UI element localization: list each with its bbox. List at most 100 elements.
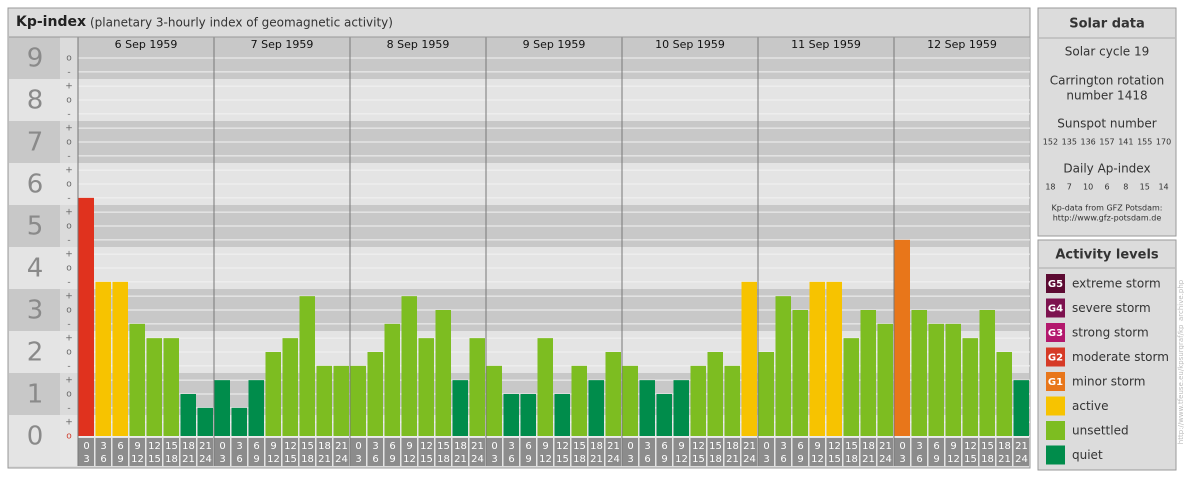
hour-start: 21 <box>743 441 756 452</box>
minor-tick-label: o <box>66 96 72 106</box>
hour-start: 21 <box>607 441 620 452</box>
sunspot-value: 141 <box>1118 138 1133 147</box>
legend-badge: G2 <box>1048 353 1063 364</box>
hour-cell <box>571 438 587 466</box>
legend-swatch <box>1046 445 1065 465</box>
minor-tick-label: o <box>66 138 72 148</box>
minor-tick-label: o <box>66 264 72 274</box>
hour-cell <box>758 438 774 466</box>
hour-cell <box>877 438 893 466</box>
legend-swatch <box>1046 323 1065 342</box>
minor-tick-label: o <box>66 432 72 442</box>
hour-cell <box>248 438 264 466</box>
bar <box>860 310 876 436</box>
day-label: 10 Sep 1959 <box>655 38 725 51</box>
sunspot-value: 135 <box>1062 138 1077 147</box>
bar <box>792 310 808 436</box>
y-tick-label: 5 <box>27 212 44 242</box>
hour-cell <box>129 438 145 466</box>
hour-cell <box>418 438 434 466</box>
hour-end: 6 <box>372 454 378 465</box>
hour-start: 6 <box>525 441 531 452</box>
hour-start: 3 <box>644 441 650 452</box>
ap-title: Daily Ap-index <box>1063 162 1150 176</box>
hour-end: 24 <box>879 454 892 465</box>
hour-start: 9 <box>950 441 956 452</box>
bar <box>690 365 706 436</box>
hour-start: 12 <box>692 441 705 452</box>
day-label: 11 Sep 1959 <box>791 38 861 51</box>
bar <box>299 296 315 436</box>
bar <box>571 365 587 436</box>
bar <box>605 352 621 436</box>
hour-start: 9 <box>270 441 276 452</box>
hour-cell <box>792 438 808 466</box>
minor-tick-label: - <box>67 235 70 245</box>
bar <box>231 407 247 436</box>
sunspot-value: 155 <box>1137 138 1152 147</box>
minor-tick-label: - <box>67 109 70 119</box>
hour-cell <box>452 438 468 466</box>
bar <box>503 394 519 436</box>
hour-end: 6 <box>100 454 106 465</box>
bar <box>435 310 451 436</box>
bar <box>673 380 689 436</box>
hour-cell <box>78 438 94 466</box>
hour-start: 12 <box>148 441 161 452</box>
hour-start: 9 <box>814 441 820 452</box>
hour-start: 3 <box>372 441 378 452</box>
hour-start: 21 <box>879 441 892 452</box>
ap-value: 10 <box>1083 183 1093 192</box>
hour-cell <box>894 438 910 466</box>
hour-start: 18 <box>998 441 1011 452</box>
sunspot-value: 152 <box>1043 138 1058 147</box>
hour-cell <box>112 438 128 466</box>
hour-cell <box>520 438 536 466</box>
hour-end: 6 <box>916 454 922 465</box>
hour-start: 6 <box>797 441 803 452</box>
bar <box>724 365 740 436</box>
hour-cell <box>962 438 978 466</box>
hour-end: 12 <box>403 454 416 465</box>
hour-end: 18 <box>709 454 722 465</box>
chart-title: Kp-index <box>16 14 86 30</box>
hour-cell <box>333 438 349 466</box>
hour-end: 15 <box>692 454 705 465</box>
hour-end: 24 <box>1015 454 1028 465</box>
bar <box>622 365 638 436</box>
bar <box>316 365 332 436</box>
ap-value: 15 <box>1140 183 1150 192</box>
sunspot-value: 170 <box>1156 138 1171 147</box>
hour-cell <box>350 438 366 466</box>
solar-panel <box>1037 7 1177 237</box>
hour-cell <box>707 438 723 466</box>
bar <box>962 338 978 436</box>
hour-end: 24 <box>471 454 484 465</box>
hour-cell <box>435 438 451 466</box>
bar <box>1013 380 1029 436</box>
hour-start: 0 <box>763 441 769 452</box>
bar <box>248 380 264 436</box>
bar <box>265 352 281 436</box>
bar <box>877 323 893 436</box>
credit: http://www.tfeuse.eu/kpsurgraf/kp_archiv… <box>1177 279 1184 444</box>
hour-end: 18 <box>981 454 994 465</box>
y-tick-label: 6 <box>27 170 44 200</box>
bar <box>384 323 400 436</box>
hour-start: 21 <box>471 441 484 452</box>
hour-start: 15 <box>845 441 858 452</box>
hour-cell <box>622 438 638 466</box>
hour-start: 9 <box>678 441 684 452</box>
bar <box>775 296 791 436</box>
hour-cell <box>639 438 655 466</box>
bar <box>520 394 536 436</box>
hour-cell <box>146 438 162 466</box>
hour-end: 3 <box>83 454 89 465</box>
chart-subtitle: (planetary 3-hourly index of geomagnetic… <box>90 16 393 30</box>
hour-cell <box>554 438 570 466</box>
ap-value: 6 <box>1104 183 1109 192</box>
hour-cell <box>843 438 859 466</box>
legend-label: moderate storm <box>1072 350 1169 364</box>
solar-title: Solar data <box>1069 17 1145 32</box>
